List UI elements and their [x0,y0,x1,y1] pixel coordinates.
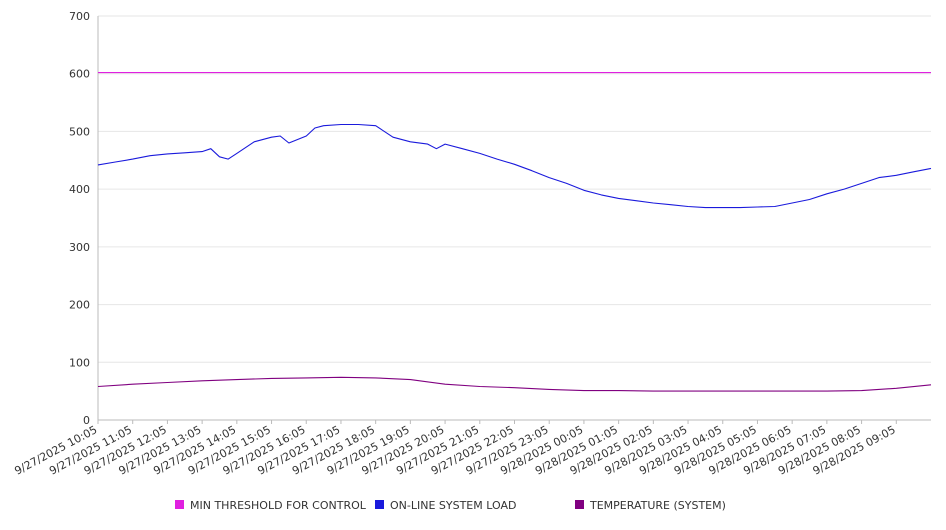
y-tick-label: 300 [69,241,90,254]
legend-label-1: ON-LINE SYSTEM LOAD [390,499,516,512]
axes [97,16,931,424]
y-tick-labels: 0 100 200 300 400 500 600 700 [69,10,90,427]
legend-swatch-0 [175,500,184,509]
legend-label-0: MIN THRESHOLD FOR CONTROL [190,499,367,512]
y-tick-label: 0 [83,414,90,427]
y-tick-label: 100 [69,356,90,369]
legend: MIN THRESHOLD FOR CONTROL ON-LINE SYSTEM … [175,499,726,512]
y-tick-label: 400 [69,183,90,196]
x-tick-labels: 9/27/2025 10:059/27/2025 11:059/27/2025 … [12,423,897,477]
legend-label-2: TEMPERATURE (SYSTEM) [589,499,726,512]
legend-swatch-2 [575,500,584,509]
series-line-2 [97,376,932,392]
y-tick-label: 600 [69,68,90,81]
series-line-1 [97,123,932,209]
legend-swatch-1 [375,500,384,509]
grid-lines [98,15,931,363]
y-tick-label: 700 [69,10,90,23]
series-lines [97,72,932,392]
y-tick-label: 200 [69,299,90,312]
y-tick-label: 500 [69,125,90,138]
